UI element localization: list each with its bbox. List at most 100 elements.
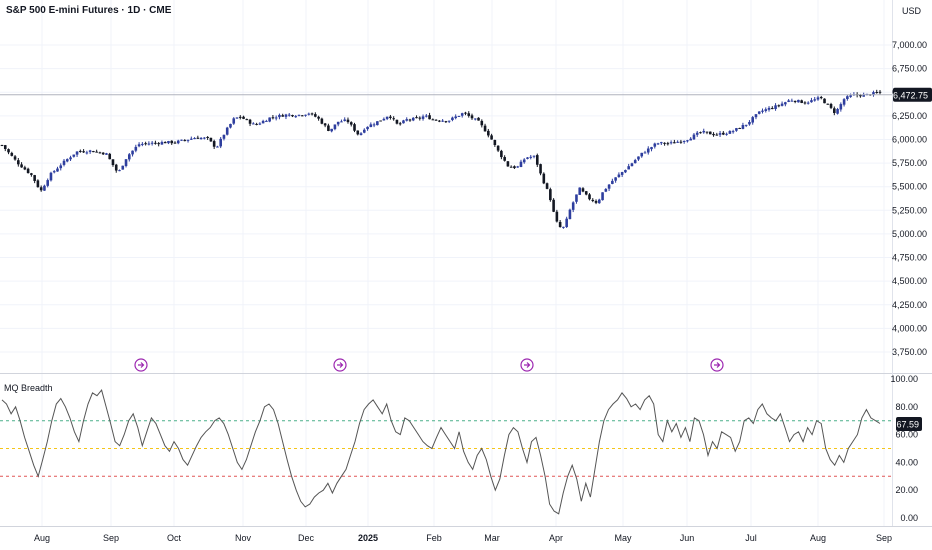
candle-body [258, 123, 262, 125]
candle-body [160, 142, 164, 145]
candle-body [829, 104, 833, 108]
candle-body [134, 146, 138, 151]
candle-body [699, 132, 702, 134]
arrow-right-circle-icon[interactable] [710, 358, 724, 372]
candle-body [598, 199, 601, 204]
candle-body [578, 187, 582, 195]
candle-body [330, 128, 333, 132]
candle-body [464, 112, 467, 114]
candle-body [454, 116, 457, 119]
time-tick-label: Mar [484, 533, 500, 543]
candle-body [568, 209, 572, 220]
candle-body [141, 143, 144, 145]
candle-body [362, 129, 366, 133]
candle-body [522, 159, 526, 163]
candle-body [725, 133, 728, 135]
candle-body [490, 135, 493, 140]
candle-body [487, 130, 490, 136]
candle-body [738, 127, 741, 129]
arrow-right-circle-icon[interactable] [333, 358, 347, 372]
candle-body [819, 97, 823, 99]
candle-body [225, 127, 229, 135]
candle-body [105, 153, 108, 155]
candle-body [539, 164, 542, 174]
candle-body [137, 144, 141, 147]
indicator-line-group [1, 389, 881, 515]
candle-body [294, 116, 298, 118]
arrow-right-circle-icon[interactable] [520, 358, 534, 372]
candle-body [209, 137, 213, 142]
candle-body [3, 145, 7, 150]
candle-body [797, 99, 800, 103]
candle-body [336, 121, 340, 125]
candle-body [402, 120, 405, 124]
candle-body [69, 157, 72, 160]
candle-body [682, 140, 686, 142]
time-tick-label: 2025 [358, 533, 378, 543]
candle-body [503, 157, 506, 161]
candle-body [849, 95, 852, 97]
candle-body [196, 137, 200, 139]
candle-body [212, 141, 216, 147]
time-tick-label: Oct [167, 533, 182, 543]
candle-body [30, 173, 33, 175]
candle-body [790, 100, 794, 102]
candle-body [656, 143, 660, 145]
candle-body [617, 174, 621, 178]
candle-body [581, 188, 585, 192]
indicator-levels [0, 420, 892, 477]
candle-body [366, 126, 369, 130]
candle-body [252, 123, 255, 125]
candle-body [369, 124, 373, 128]
candle-body [245, 119, 249, 121]
candle-body [784, 102, 787, 105]
candle-body [425, 115, 428, 117]
indicator-title[interactable]: MQ Breadth [4, 383, 53, 393]
candle-body [101, 152, 105, 155]
last-price-badge [893, 87, 932, 102]
candle-body [235, 117, 239, 119]
candle-body [859, 94, 862, 97]
candle-body [842, 99, 846, 105]
indicator-axis: 100.00 80.00 60.00 40.00 20.00 0.00 67.59 [890, 374, 922, 523]
candle-body [186, 139, 190, 141]
candle-body [320, 118, 324, 124]
candle-body [457, 115, 461, 117]
candle-body [310, 113, 314, 115]
candle-body [92, 151, 95, 153]
candle-body [261, 120, 265, 124]
candle-body [379, 120, 382, 122]
candle-body [353, 124, 356, 131]
candle-body [111, 159, 115, 166]
candle-body [255, 123, 258, 125]
candle-body [744, 124, 748, 126]
candle-body [872, 92, 875, 95]
candles-group [0, 89, 892, 229]
candle-body [477, 117, 480, 121]
arrow-right-circle-icon[interactable] [134, 358, 148, 372]
candle-body [529, 156, 533, 158]
currency-label[interactable]: USD [902, 6, 922, 16]
candle-body [176, 140, 180, 144]
candle-body [7, 149, 10, 153]
candle-body [653, 143, 657, 147]
candle-body [718, 133, 722, 135]
candle-body [767, 107, 771, 110]
candle-body [415, 117, 418, 119]
candle-body [147, 143, 151, 145]
candle-body [679, 141, 683, 143]
candle-body [79, 150, 82, 152]
candle-body [56, 168, 59, 172]
candle-body [813, 99, 817, 101]
candle-body [85, 152, 89, 154]
candle-body [836, 109, 839, 114]
candle-body [584, 191, 588, 195]
candle-body [624, 170, 627, 173]
time-tick-label: Jun [680, 533, 695, 543]
candle-body [810, 100, 813, 103]
candle-body [862, 94, 865, 97]
candle-body [447, 120, 451, 122]
candle-body [287, 114, 291, 116]
candle-body [49, 172, 53, 181]
candle-body [88, 150, 92, 152]
